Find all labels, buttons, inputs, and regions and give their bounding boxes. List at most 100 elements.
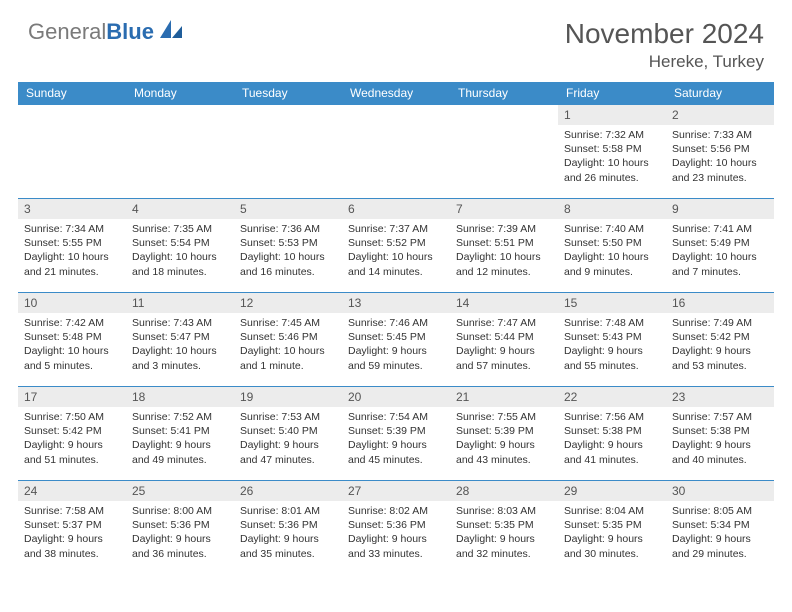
sunset-text: Sunset: 5:36 PM	[348, 518, 444, 532]
sunset-text: Sunset: 5:38 PM	[672, 424, 768, 438]
sunset-text: Sunset: 5:44 PM	[456, 330, 552, 344]
day-content: Sunrise: 7:57 AMSunset: 5:38 PMDaylight:…	[666, 407, 774, 471]
day-number: 14	[450, 293, 558, 313]
weekday-header: Thursday	[450, 82, 558, 105]
day-number: 9	[666, 199, 774, 219]
day-number: 7	[450, 199, 558, 219]
day-content: Sunrise: 7:45 AMSunset: 5:46 PMDaylight:…	[234, 313, 342, 377]
header: GeneralBlue November 2024 Hereke, Turkey	[0, 0, 792, 82]
day-content: Sunrise: 7:42 AMSunset: 5:48 PMDaylight:…	[18, 313, 126, 377]
calendar-cell: 12Sunrise: 7:45 AMSunset: 5:46 PMDayligh…	[234, 293, 342, 387]
daylight-text: Daylight: 9 hours and 35 minutes.	[240, 532, 336, 560]
day-content: Sunrise: 7:48 AMSunset: 5:43 PMDaylight:…	[558, 313, 666, 377]
calendar-cell: 2Sunrise: 7:33 AMSunset: 5:56 PMDaylight…	[666, 105, 774, 199]
calendar-cell: 16 Sunrise: 7:49 AMSunset: 5:42 PMDayligh…	[666, 293, 774, 387]
calendar-cell: 4Sunrise: 7:35 AMSunset: 5:54 PMDaylight…	[126, 199, 234, 293]
day-content: Sunrise: 7:37 AMSunset: 5:52 PMDaylight:…	[342, 219, 450, 283]
calendar-cell: 1Sunrise: 7:32 AMSunset: 5:58 PMDaylight…	[558, 105, 666, 199]
calendar-body: 1Sunrise: 7:32 AMSunset: 5:58 PMDaylight…	[18, 105, 774, 575]
day-number	[18, 105, 126, 111]
sunset-text: Sunset: 5:51 PM	[456, 236, 552, 250]
day-content: Sunrise: 7:55 AMSunset: 5:39 PMDaylight:…	[450, 407, 558, 471]
calendar-cell: 17Sunrise: 7:50 AMSunset: 5:42 PMDayligh…	[18, 387, 126, 481]
calendar-cell: 27Sunrise: 8:02 AMSunset: 5:36 PMDayligh…	[342, 481, 450, 575]
calendar-cell: 29Sunrise: 8:04 AMSunset: 5:35 PMDayligh…	[558, 481, 666, 575]
day-number: 25	[126, 481, 234, 501]
daylight-text: Daylight: 9 hours and 57 minutes.	[456, 344, 552, 372]
sunrise-text: Sunrise: 7:50 AM	[24, 410, 120, 424]
sunset-text: Sunset: 5:36 PM	[240, 518, 336, 532]
day-number	[450, 105, 558, 111]
sunrise-text: Sunrise: 7:53 AM	[240, 410, 336, 424]
sunset-text: Sunset: 5:48 PM	[24, 330, 120, 344]
daylight-text: Daylight: 9 hours and 53 minutes.	[672, 344, 768, 372]
sunset-text: Sunset: 5:36 PM	[132, 518, 228, 532]
logo-sail-icon	[158, 18, 184, 45]
day-number	[342, 105, 450, 111]
sunrise-text: Sunrise: 7:37 AM	[348, 222, 444, 236]
day-number: 19	[234, 387, 342, 407]
sunrise-text: Sunrise: 7:49 AM	[672, 316, 768, 330]
calendar-week-row: 10Sunrise: 7:42 AMSunset: 5:48 PMDayligh…	[18, 293, 774, 387]
daylight-text: Daylight: 9 hours and 55 minutes.	[564, 344, 660, 372]
sunrise-text: Sunrise: 8:00 AM	[132, 504, 228, 518]
weekday-header: Friday	[558, 82, 666, 105]
sunrise-text: Sunrise: 7:52 AM	[132, 410, 228, 424]
sunrise-text: Sunrise: 8:03 AM	[456, 504, 552, 518]
daylight-text: Daylight: 9 hours and 45 minutes.	[348, 438, 444, 466]
day-content: Sunrise: 8:03 AMSunset: 5:35 PMDaylight:…	[450, 501, 558, 565]
daylight-text: Daylight: 10 hours and 3 minutes.	[132, 344, 228, 372]
sunset-text: Sunset: 5:42 PM	[672, 330, 768, 344]
sunset-text: Sunset: 5:53 PM	[240, 236, 336, 250]
day-content: Sunrise: 7:35 AMSunset: 5:54 PMDaylight:…	[126, 219, 234, 283]
daylight-text: Daylight: 10 hours and 16 minutes.	[240, 250, 336, 278]
day-content: Sunrise: 7:54 AMSunset: 5:39 PMDaylight:…	[342, 407, 450, 471]
sunset-text: Sunset: 5:47 PM	[132, 330, 228, 344]
daylight-text: Daylight: 9 hours and 36 minutes.	[132, 532, 228, 560]
day-number: 30	[666, 481, 774, 501]
calendar-week-row: 3Sunrise: 7:34 AMSunset: 5:55 PMDaylight…	[18, 199, 774, 293]
daylight-text: Daylight: 9 hours and 40 minutes.	[672, 438, 768, 466]
sunset-text: Sunset: 5:40 PM	[240, 424, 336, 438]
sunset-text: Sunset: 5:35 PM	[564, 518, 660, 532]
sunrise-text: Sunrise: 7:47 AM	[456, 316, 552, 330]
sunset-text: Sunset: 5:49 PM	[672, 236, 768, 250]
logo-part2: Blue	[106, 19, 154, 44]
day-number: 10	[18, 293, 126, 313]
calendar-cell: 15Sunrise: 7:48 AMSunset: 5:43 PMDayligh…	[558, 293, 666, 387]
calendar-week-row: 24Sunrise: 7:58 AMSunset: 5:37 PMDayligh…	[18, 481, 774, 575]
calendar-cell	[234, 105, 342, 199]
daylight-text: Daylight: 10 hours and 5 minutes.	[24, 344, 120, 372]
sunrise-text: Sunrise: 7:42 AM	[24, 316, 120, 330]
daylight-text: Daylight: 10 hours and 9 minutes.	[564, 250, 660, 278]
day-content: Sunrise: 8:05 AMSunset: 5:34 PMDaylight:…	[666, 501, 774, 565]
sunset-text: Sunset: 5:54 PM	[132, 236, 228, 250]
calendar-cell: 10Sunrise: 7:42 AMSunset: 5:48 PMDayligh…	[18, 293, 126, 387]
day-number: 1	[558, 105, 666, 125]
calendar-cell	[126, 105, 234, 199]
day-number: 28	[450, 481, 558, 501]
calendar-week-row: 1Sunrise: 7:32 AMSunset: 5:58 PMDaylight…	[18, 105, 774, 199]
sunset-text: Sunset: 5:37 PM	[24, 518, 120, 532]
day-number: 26	[234, 481, 342, 501]
calendar-cell: 7Sunrise: 7:39 AMSunset: 5:51 PMDaylight…	[450, 199, 558, 293]
day-number: 16	[666, 293, 774, 313]
sunset-text: Sunset: 5:58 PM	[564, 142, 660, 156]
day-content: Sunrise: 7:32 AMSunset: 5:58 PMDaylight:…	[558, 125, 666, 189]
day-number: 12	[234, 293, 342, 313]
day-number: 18	[126, 387, 234, 407]
day-number: 4	[126, 199, 234, 219]
day-content: Sunrise: 7:56 AMSunset: 5:38 PMDaylight:…	[558, 407, 666, 471]
location: Hereke, Turkey	[565, 52, 764, 72]
sunset-text: Sunset: 5:34 PM	[672, 518, 768, 532]
calendar-cell: 3Sunrise: 7:34 AMSunset: 5:55 PMDaylight…	[18, 199, 126, 293]
calendar-cell: 6Sunrise: 7:37 AMSunset: 5:52 PMDaylight…	[342, 199, 450, 293]
day-number: 5	[234, 199, 342, 219]
sunrise-text: Sunrise: 8:05 AM	[672, 504, 768, 518]
calendar-cell	[450, 105, 558, 199]
day-number	[126, 105, 234, 111]
daylight-text: Daylight: 10 hours and 1 minute.	[240, 344, 336, 372]
daylight-text: Daylight: 10 hours and 12 minutes.	[456, 250, 552, 278]
daylight-text: Daylight: 9 hours and 33 minutes.	[348, 532, 444, 560]
daylight-text: Daylight: 9 hours and 29 minutes.	[672, 532, 768, 560]
